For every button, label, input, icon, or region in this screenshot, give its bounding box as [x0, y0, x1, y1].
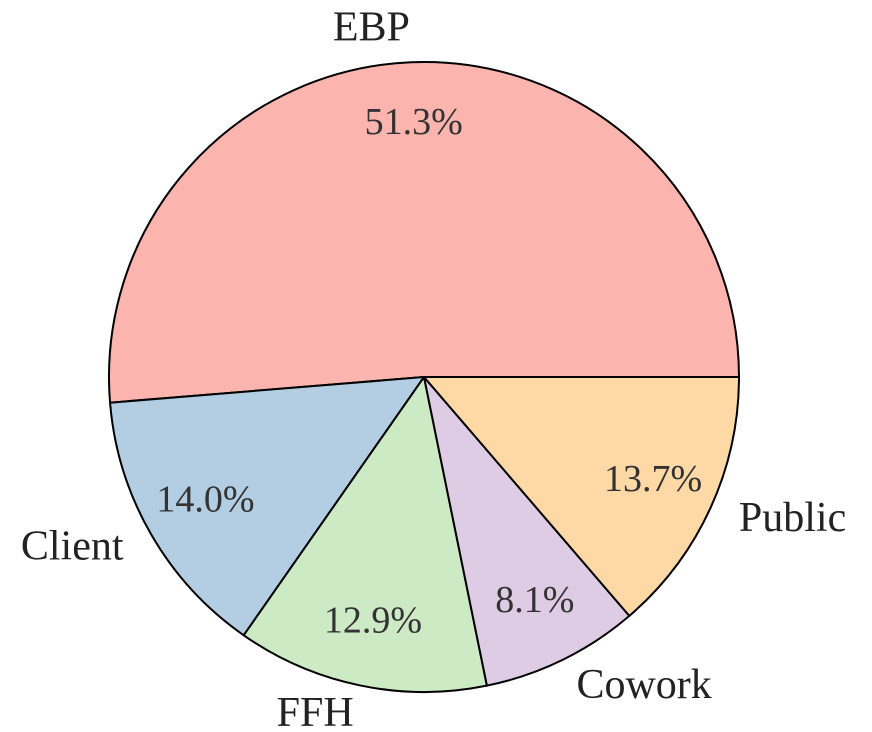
value-label: 13.7% — [604, 458, 702, 500]
pie-slice — [109, 376, 425, 637]
slice-label: Public — [739, 495, 846, 541]
slice-label: FFH — [277, 690, 354, 732]
slice-label: Cowork — [576, 662, 711, 708]
pie-slice — [108, 61, 740, 404]
value-label: 12.9% — [324, 599, 422, 641]
pie-slice — [423, 376, 740, 617]
slice-label: EBP — [333, 4, 410, 50]
slice-label: Client — [21, 523, 124, 569]
pie-slice — [242, 376, 488, 693]
value-label: 14.0% — [156, 478, 254, 520]
value-label: 8.1% — [495, 579, 574, 621]
pie-slice — [423, 376, 631, 687]
value-label: 51.3% — [365, 101, 463, 143]
